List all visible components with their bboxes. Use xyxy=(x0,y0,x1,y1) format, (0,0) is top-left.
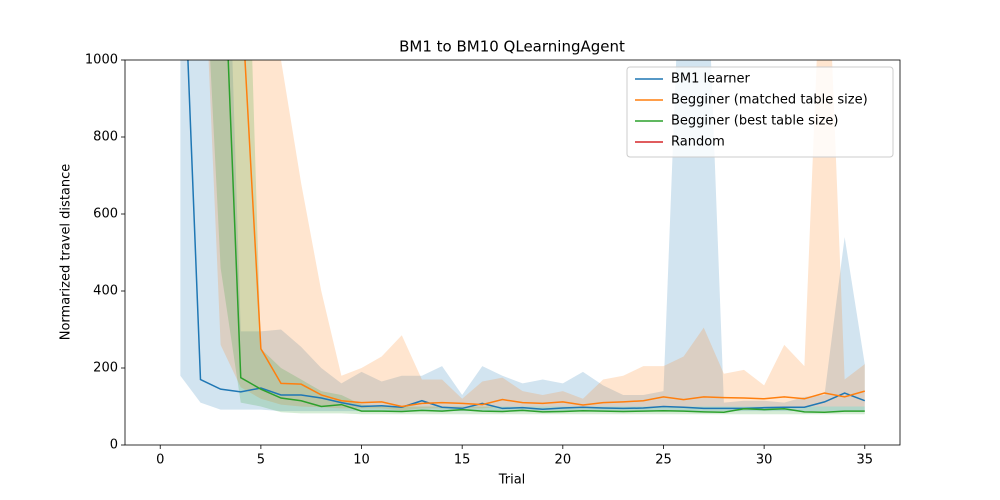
axes-frame xyxy=(124,59,901,446)
y-tick-label: 0 xyxy=(110,438,118,453)
series-line xyxy=(187,60,866,410)
confidence-band xyxy=(208,60,865,411)
x-tick-label: 10 xyxy=(353,453,370,468)
y-axis-label: Normarized travel distance xyxy=(59,164,74,341)
y-tick-label: 1000 xyxy=(85,53,118,68)
legend-label: Begginer (matched table size) xyxy=(671,93,868,108)
legend-label: Random xyxy=(671,135,725,150)
x-tick-label: 20 xyxy=(555,453,572,468)
x-tick-label: 15 xyxy=(454,453,471,468)
legend-label: Begginer (best table size) xyxy=(671,114,838,129)
series-line xyxy=(244,60,865,408)
y-tick-label: 200 xyxy=(93,361,118,376)
legend-box xyxy=(626,66,894,158)
chart-title: BM1 to BM10 QLearningAgent xyxy=(399,38,625,56)
y-tick-label: 600 xyxy=(93,207,118,222)
x-axis-label: Trial xyxy=(498,473,526,488)
x-tick-label: 35 xyxy=(856,453,873,468)
y-tick-label: 800 xyxy=(93,130,118,145)
y-tick-label: 400 xyxy=(93,284,118,299)
series-line xyxy=(227,60,865,414)
x-tick-label: 25 xyxy=(655,453,672,468)
x-tick-label: 0 xyxy=(156,453,164,468)
legend-label: BM1 learner xyxy=(671,72,750,87)
confidence-band xyxy=(210,60,865,415)
x-tick-label: 5 xyxy=(257,453,265,468)
x-tick-label: 30 xyxy=(756,453,773,468)
